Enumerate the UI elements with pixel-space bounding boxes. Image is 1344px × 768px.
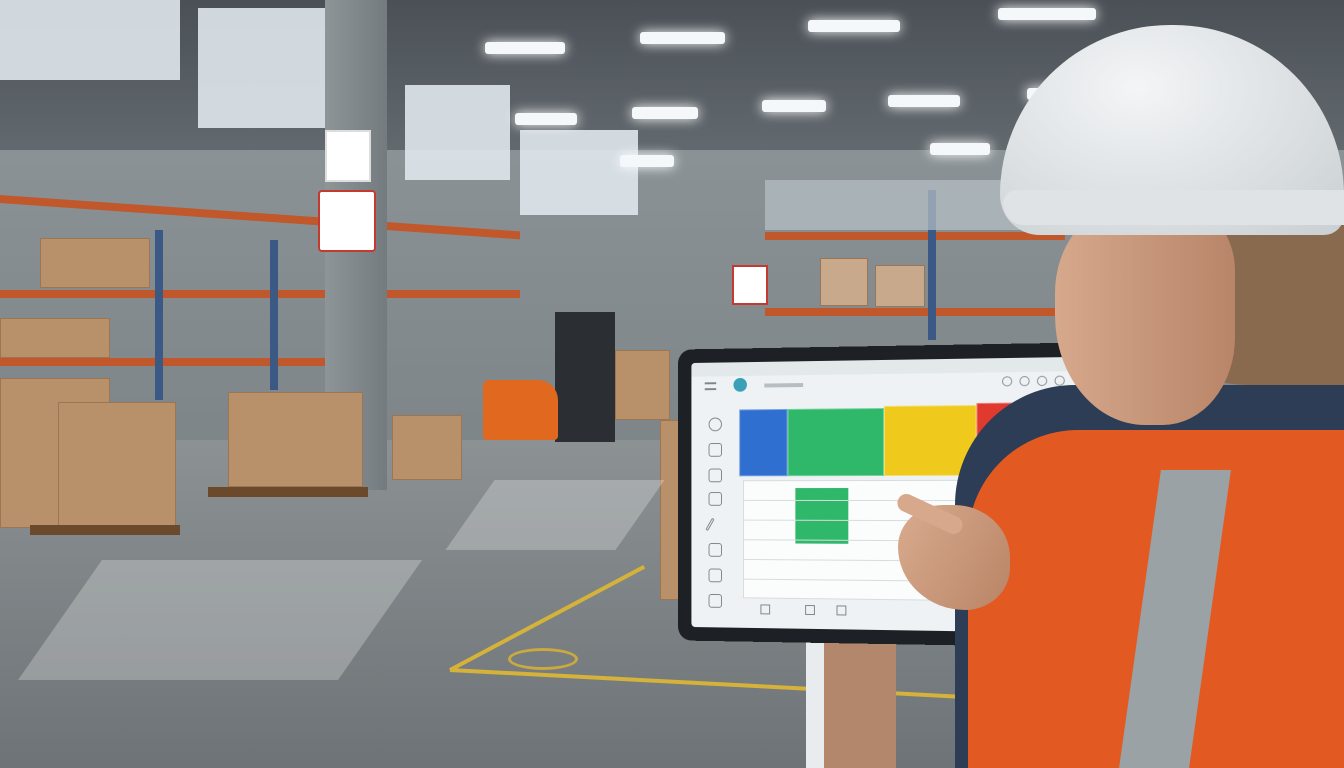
box <box>875 265 925 307</box>
shelf-beam <box>765 308 1065 316</box>
ceiling-light <box>620 155 674 167</box>
box <box>40 238 150 288</box>
ceiling-light <box>888 95 960 107</box>
calendar-icon[interactable] <box>709 568 722 582</box>
highlighted-cell[interactable] <box>795 488 848 544</box>
ceiling-light <box>998 8 1096 20</box>
sign <box>325 130 371 182</box>
inbox-icon[interactable] <box>709 543 722 557</box>
box-stack <box>392 415 462 480</box>
ceiling-light <box>762 100 826 112</box>
avatar[interactable] <box>733 378 746 392</box>
worker-head <box>1055 205 1235 425</box>
forklift-mast <box>555 312 615 442</box>
shelf-beam <box>0 358 330 366</box>
shelf-upright <box>155 230 163 400</box>
window <box>405 85 510 180</box>
home-icon[interactable] <box>760 604 770 614</box>
user-icon[interactable] <box>1019 376 1029 386</box>
shelf-beam <box>0 290 520 298</box>
settings-icon[interactable] <box>1037 376 1047 386</box>
tablet-stand <box>806 640 896 768</box>
box-stack <box>58 402 176 530</box>
help-icon[interactable] <box>1054 376 1064 386</box>
bell-icon[interactable] <box>1002 376 1012 386</box>
status-column-blue[interactable] <box>739 409 787 476</box>
header-title <box>764 383 803 387</box>
menu-icon[interactable] <box>705 382 716 390</box>
user-icon[interactable] <box>709 443 722 457</box>
box-stack <box>228 392 363 487</box>
box <box>0 318 110 358</box>
shelf-beam <box>765 232 1065 240</box>
grid-icon[interactable] <box>709 492 722 506</box>
ceiling-light <box>485 42 565 54</box>
ceiling-light <box>515 113 577 125</box>
box-stack <box>615 350 670 420</box>
box <box>820 258 868 306</box>
close-icon[interactable] <box>709 417 722 431</box>
pallet <box>30 525 180 535</box>
no-entry-sign <box>318 190 376 252</box>
pallet <box>208 487 368 497</box>
ceiling-light <box>808 20 900 32</box>
shelf-upright <box>270 240 278 390</box>
floor-marking <box>508 648 578 670</box>
status-bar <box>691 357 1083 377</box>
ceiling-light <box>640 32 725 44</box>
edit-icon[interactable] <box>705 518 714 531</box>
forklift <box>483 380 558 440</box>
sign <box>732 265 768 305</box>
status-column-green[interactable] <box>788 408 884 476</box>
window <box>520 130 638 215</box>
ceiling-light <box>930 143 990 155</box>
window <box>198 8 332 128</box>
layout-icon[interactable] <box>836 605 846 615</box>
window <box>0 0 180 80</box>
hard-hat-brim <box>1003 190 1344 225</box>
ceiling-light <box>632 107 698 119</box>
chart-icon[interactable] <box>709 594 722 608</box>
grid-icon[interactable] <box>805 605 815 615</box>
message-icon[interactable] <box>709 469 722 483</box>
